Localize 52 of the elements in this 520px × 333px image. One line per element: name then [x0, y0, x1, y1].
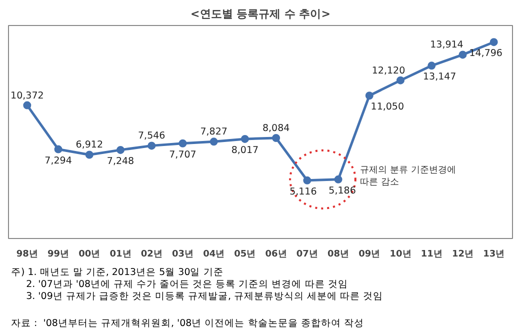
point: [334, 175, 342, 184]
point: [54, 145, 62, 154]
point: [428, 62, 436, 70]
x-tick-label: 06년: [265, 250, 287, 260]
point: [23, 101, 32, 110]
x-tick-label: 00년: [78, 250, 100, 260]
chart-title: <연도별 등록규제 수 추이>: [190, 8, 330, 20]
x-tick-label: 09년: [358, 250, 380, 260]
x-tick-label: 12년: [452, 250, 474, 260]
point: [396, 76, 404, 84]
point: [116, 146, 124, 154]
data-label: 8,017: [231, 144, 259, 156]
x-tick-label: 07년: [296, 250, 318, 260]
x-tick-label: 02년: [140, 250, 162, 260]
point: [178, 139, 187, 148]
data-label: 7,707: [169, 149, 196, 160]
x-tick-label: 98년: [16, 250, 38, 260]
point: [303, 176, 312, 184]
data-label: 8,084: [262, 123, 290, 134]
x-tick-label: 13년: [483, 250, 505, 260]
x-tick-label: 10년: [390, 250, 412, 260]
point: [148, 142, 156, 150]
x-tick-label: 11년: [420, 250, 442, 260]
point: [240, 134, 249, 143]
text: 주) 1. 매년도 말 기준, 2013년은 5월 30일 기준 2. '07년과 '08년에 규제 수가 줄어든 것은 등록 기준의 변경에 따른 것임 3. '09년 규제가 급증한 것은 미등록 규제발굴, 규제분류방식의 세분에 따른 것임: [11, 267, 384, 303]
point: [490, 38, 498, 46]
data-label: 7,248: [106, 156, 134, 167]
data-label: 7,294: [44, 155, 72, 166]
point: [458, 50, 467, 59]
data-label: 7,546: [138, 130, 166, 142]
text: 자료 : '08년부터는 규제개혁위원회, '08년 이전에는 학술논문을 종합하여 작성: [11, 318, 364, 330]
data-label: 10,372: [10, 90, 44, 102]
data-label: 13,147: [422, 72, 456, 83]
data-label: 7,827: [200, 126, 228, 138]
data-label: 6,912: [76, 140, 103, 151]
x-tick-label: 08년: [328, 250, 350, 260]
point: [272, 134, 280, 142]
point: [365, 92, 374, 100]
point: [210, 138, 218, 146]
data-label: 5,116: [290, 186, 317, 198]
data-label: 5,186: [328, 185, 356, 196]
x-tick-label: 03년: [172, 250, 194, 260]
data-label: 13,914: [430, 40, 464, 51]
data-label: 12,120: [372, 65, 406, 76]
data-label: 11,050: [370, 102, 404, 113]
point: [85, 150, 94, 159]
x-tick-label: 01년: [110, 250, 132, 260]
x-tick-label: 99년: [48, 250, 70, 260]
x-tick-label: 05년: [234, 250, 256, 260]
x-tick-label: 04년: [203, 250, 225, 260]
data-label: 14,796: [469, 48, 502, 60]
annotation: 규제의 분류 기준변경에 따른 감소: [360, 166, 456, 188]
